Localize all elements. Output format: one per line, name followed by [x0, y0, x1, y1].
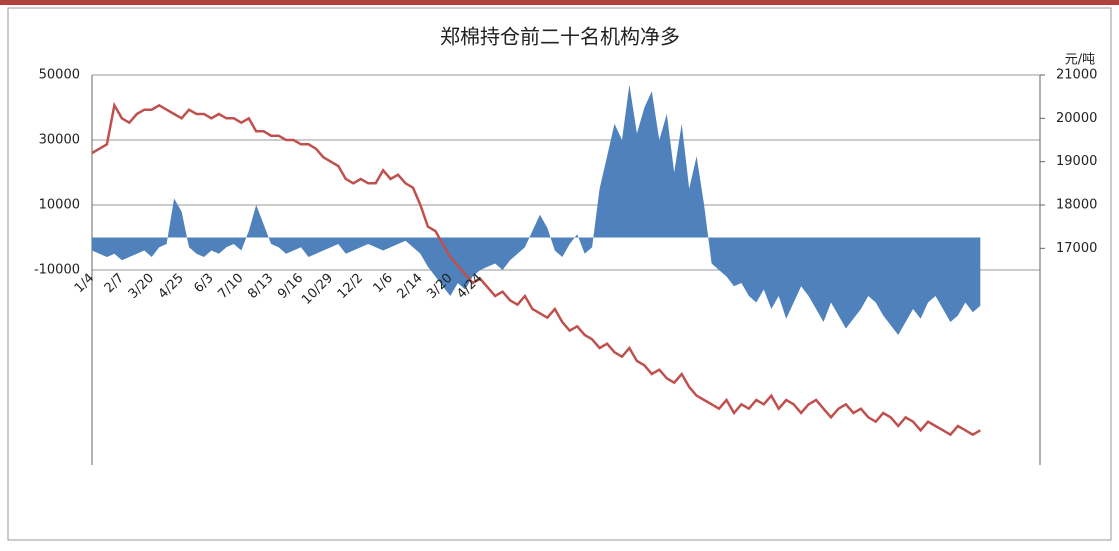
- y2-tick-label: 18000: [1056, 198, 1097, 213]
- y-tick-label: 30000: [39, 133, 80, 148]
- y2-tick-label: 21000: [1056, 68, 1097, 83]
- price-line: [91, 101, 981, 437]
- net-long-area: [92, 84, 981, 335]
- chart-title: 郑棉持仓前二十名机构净多: [440, 25, 680, 49]
- y2-tick-label: 17000: [1056, 241, 1097, 256]
- y-tick-label: 10000: [39, 198, 80, 213]
- y2-tick-label: 20000: [1056, 111, 1097, 126]
- top-border: [0, 0, 1119, 5]
- y2-tick-label: 19000: [1056, 154, 1097, 169]
- y2-unit: 元/吨: [1065, 53, 1095, 68]
- y-tick-label: -10000: [34, 263, 80, 278]
- y-tick-label: 50000: [39, 68, 80, 83]
